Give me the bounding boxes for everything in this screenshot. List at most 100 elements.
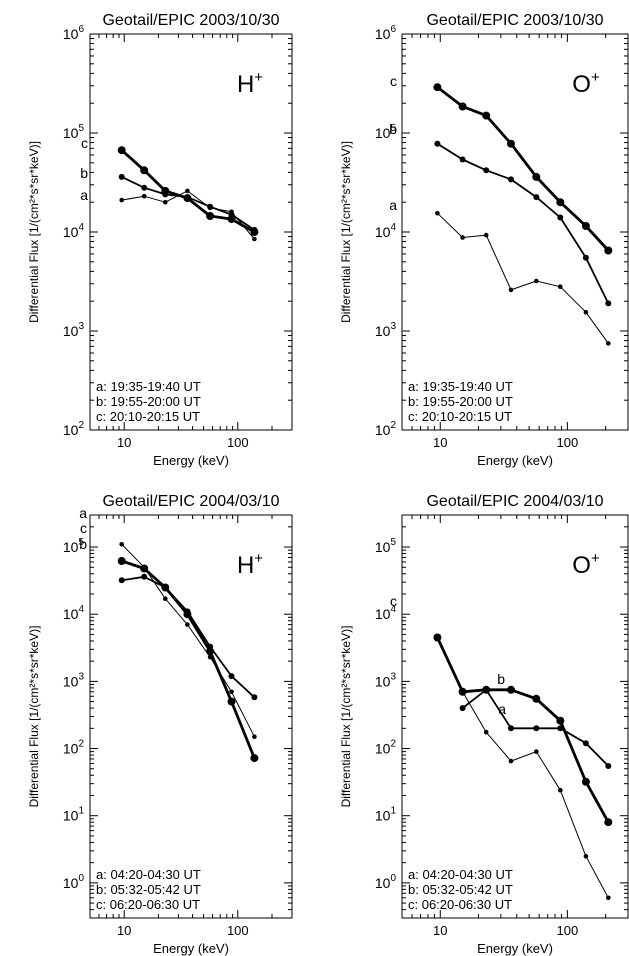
data-point-a xyxy=(185,622,190,627)
data-point-a xyxy=(229,689,234,695)
legend-entry: a: 19:35-19:40 UT xyxy=(96,379,201,394)
series-label-b: b xyxy=(79,536,87,552)
plot-frame xyxy=(401,33,629,431)
series-label-c: c xyxy=(390,593,397,609)
legend-entry: c: 20:10-20:15 UT xyxy=(408,409,512,424)
data-point-c xyxy=(507,685,515,694)
y-tick-label: 102 xyxy=(375,739,397,757)
legend-entry: b: 05:32-05:42 UT xyxy=(408,882,513,897)
species-label: O+ xyxy=(572,69,600,98)
data-point-a xyxy=(583,309,589,315)
data-point-c xyxy=(206,647,215,656)
y-axis-label: Differential Flux [1/(cm²*s*sr*keV)] xyxy=(27,141,41,323)
x-tick-label: 10 xyxy=(433,435,447,450)
data-point-b xyxy=(557,214,564,221)
chart-panel-2: Geotail/EPIC 2003/10/30 O+ 10 100 102 103 104 1… xyxy=(339,12,629,468)
data-point-b xyxy=(582,740,589,747)
y-tick-label: 105 xyxy=(63,537,85,555)
data-point-a xyxy=(534,749,539,754)
y-tick-label: 103 xyxy=(375,321,397,339)
plot-frame xyxy=(401,514,629,919)
x-tick-label: 100 xyxy=(557,923,579,938)
data-point-c xyxy=(604,818,613,827)
data-point-a xyxy=(163,596,168,601)
x-axis-label: Energy (keV) xyxy=(153,941,229,956)
y-tick-label: 104 xyxy=(63,222,85,240)
data-point-c xyxy=(140,564,149,573)
data-point-a xyxy=(508,758,514,764)
series-line-b xyxy=(436,142,610,304)
series-a: a xyxy=(389,197,611,346)
y-tick-label: 100 xyxy=(375,873,397,891)
y-tick-label: 105 xyxy=(375,123,397,141)
series-c: c xyxy=(81,135,259,236)
legend-entry: c: 20:10-20:15 UT xyxy=(96,409,200,424)
series-line-c xyxy=(121,559,256,759)
series-label-b: b xyxy=(497,671,505,687)
x-tick-label: 10 xyxy=(117,435,131,450)
series-b: b xyxy=(79,536,258,701)
legend-entry: b: 19:55-20:00 UT xyxy=(96,394,201,409)
data-point-a xyxy=(483,232,489,238)
y-axis-label: Differential Flux [1/(cm²*s*sr*keV)] xyxy=(339,141,353,323)
series-c: c xyxy=(80,520,259,763)
x-axis-label: Energy (keV) xyxy=(153,453,229,468)
series-label-b: b xyxy=(389,121,397,137)
data-point-a xyxy=(583,853,589,859)
data-point-c xyxy=(183,194,192,203)
species-label: H+ xyxy=(237,69,263,98)
series-line-b xyxy=(121,575,256,698)
data-point-b xyxy=(251,694,258,701)
data-point-c xyxy=(532,694,541,703)
y-tick-label: 106 xyxy=(375,24,397,42)
y-tick-label: 100 xyxy=(63,873,85,891)
data-point-c xyxy=(458,687,467,696)
data-point-c xyxy=(206,212,215,220)
y-tick-label: 104 xyxy=(63,604,85,622)
chart-title: Geotail/EPIC 2003/10/30 xyxy=(102,12,279,29)
data-point-a xyxy=(435,210,440,216)
series-c: c xyxy=(390,73,613,255)
data-point-c xyxy=(250,228,259,236)
series-line-c xyxy=(436,636,610,823)
legend-entry: a: 19:35-19:40 UT xyxy=(408,379,513,394)
series-label-a: a xyxy=(389,197,397,213)
plot-frame xyxy=(89,33,293,431)
data-point-b xyxy=(533,194,540,201)
data-point-c xyxy=(227,215,236,224)
data-point-a xyxy=(534,278,539,284)
data-point-a xyxy=(460,235,465,240)
legend-entry: a: 04:20-04:30 UT xyxy=(96,867,201,882)
series-label-c: c xyxy=(80,520,87,536)
legend-entry: b: 05:32-05:42 UT xyxy=(96,882,201,897)
data-point-c xyxy=(227,697,236,706)
data-point-c xyxy=(581,777,590,786)
data-point-b xyxy=(508,725,514,732)
data-point-c xyxy=(482,685,491,694)
data-point-c xyxy=(581,222,590,230)
data-point-b xyxy=(228,673,235,680)
data-point-a xyxy=(163,199,168,205)
series-label-c: c xyxy=(390,73,397,89)
data-point-b xyxy=(207,203,214,210)
chart-panel-4: Geotail/EPIC 2004/03/10 O+ 10 100 100 101 102 1… xyxy=(339,493,629,956)
series-label-c: c xyxy=(81,135,88,151)
x-tick-label: 100 xyxy=(227,923,249,938)
data-point-c xyxy=(250,754,259,763)
y-tick-label: 105 xyxy=(375,537,397,555)
data-point-a xyxy=(252,236,257,242)
y-tick-label: 103 xyxy=(63,671,85,689)
y-tick-label: 102 xyxy=(375,420,397,438)
data-point-a xyxy=(606,341,611,346)
series-label-a: a xyxy=(79,505,87,521)
data-point-b xyxy=(459,705,466,712)
data-point-b xyxy=(508,176,514,183)
data-point-b xyxy=(434,140,441,147)
data-point-a xyxy=(141,193,147,199)
series-b: b xyxy=(389,121,612,307)
y-axis-label: Differential Flux [1/(cm²*s*sr*keV)] xyxy=(339,626,353,808)
data-point-a xyxy=(508,287,514,293)
data-point-c xyxy=(532,172,541,181)
series-label-b: b xyxy=(80,165,88,181)
